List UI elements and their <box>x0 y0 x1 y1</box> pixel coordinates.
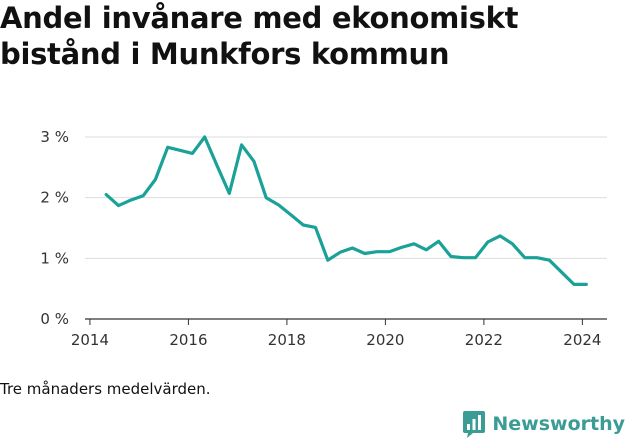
x-tick-label: 2022 <box>465 331 503 349</box>
y-axis-tick-labels: 0 % 1 % 2 % 3 % <box>40 128 69 328</box>
y-tick-label: 0 % <box>40 310 69 328</box>
brand-name: Newsworthy <box>492 413 625 435</box>
y-tick-label: 3 % <box>40 128 69 146</box>
x-tick-label: 2014 <box>71 331 109 349</box>
x-axis-ticks: 2014 2016 2018 2020 2022 2024 <box>71 319 601 349</box>
chart-note: Tre månaders medelvärden. <box>0 380 211 398</box>
x-tick-label: 2024 <box>563 331 601 349</box>
brand-logo: Newsworthy <box>462 408 625 440</box>
y-tick-label: 1 % <box>40 249 69 267</box>
newsworthy-logo-icon <box>463 411 486 438</box>
chart-title: Andel invånare med ekonomiskt bistånd i … <box>0 1 519 71</box>
y-tick-label: 2 % <box>40 189 69 207</box>
x-tick-label: 2018 <box>268 331 306 349</box>
grid-lines <box>85 136 607 320</box>
x-tick-label: 2020 <box>366 331 404 349</box>
series-layer <box>104 135 588 286</box>
line-chart: 0 % 1 % 2 % 3 % 2014 2016 2018 2020 2022 2024 <box>40 128 607 349</box>
x-tick-label: 2016 <box>169 331 207 349</box>
series-line <box>104 135 588 286</box>
